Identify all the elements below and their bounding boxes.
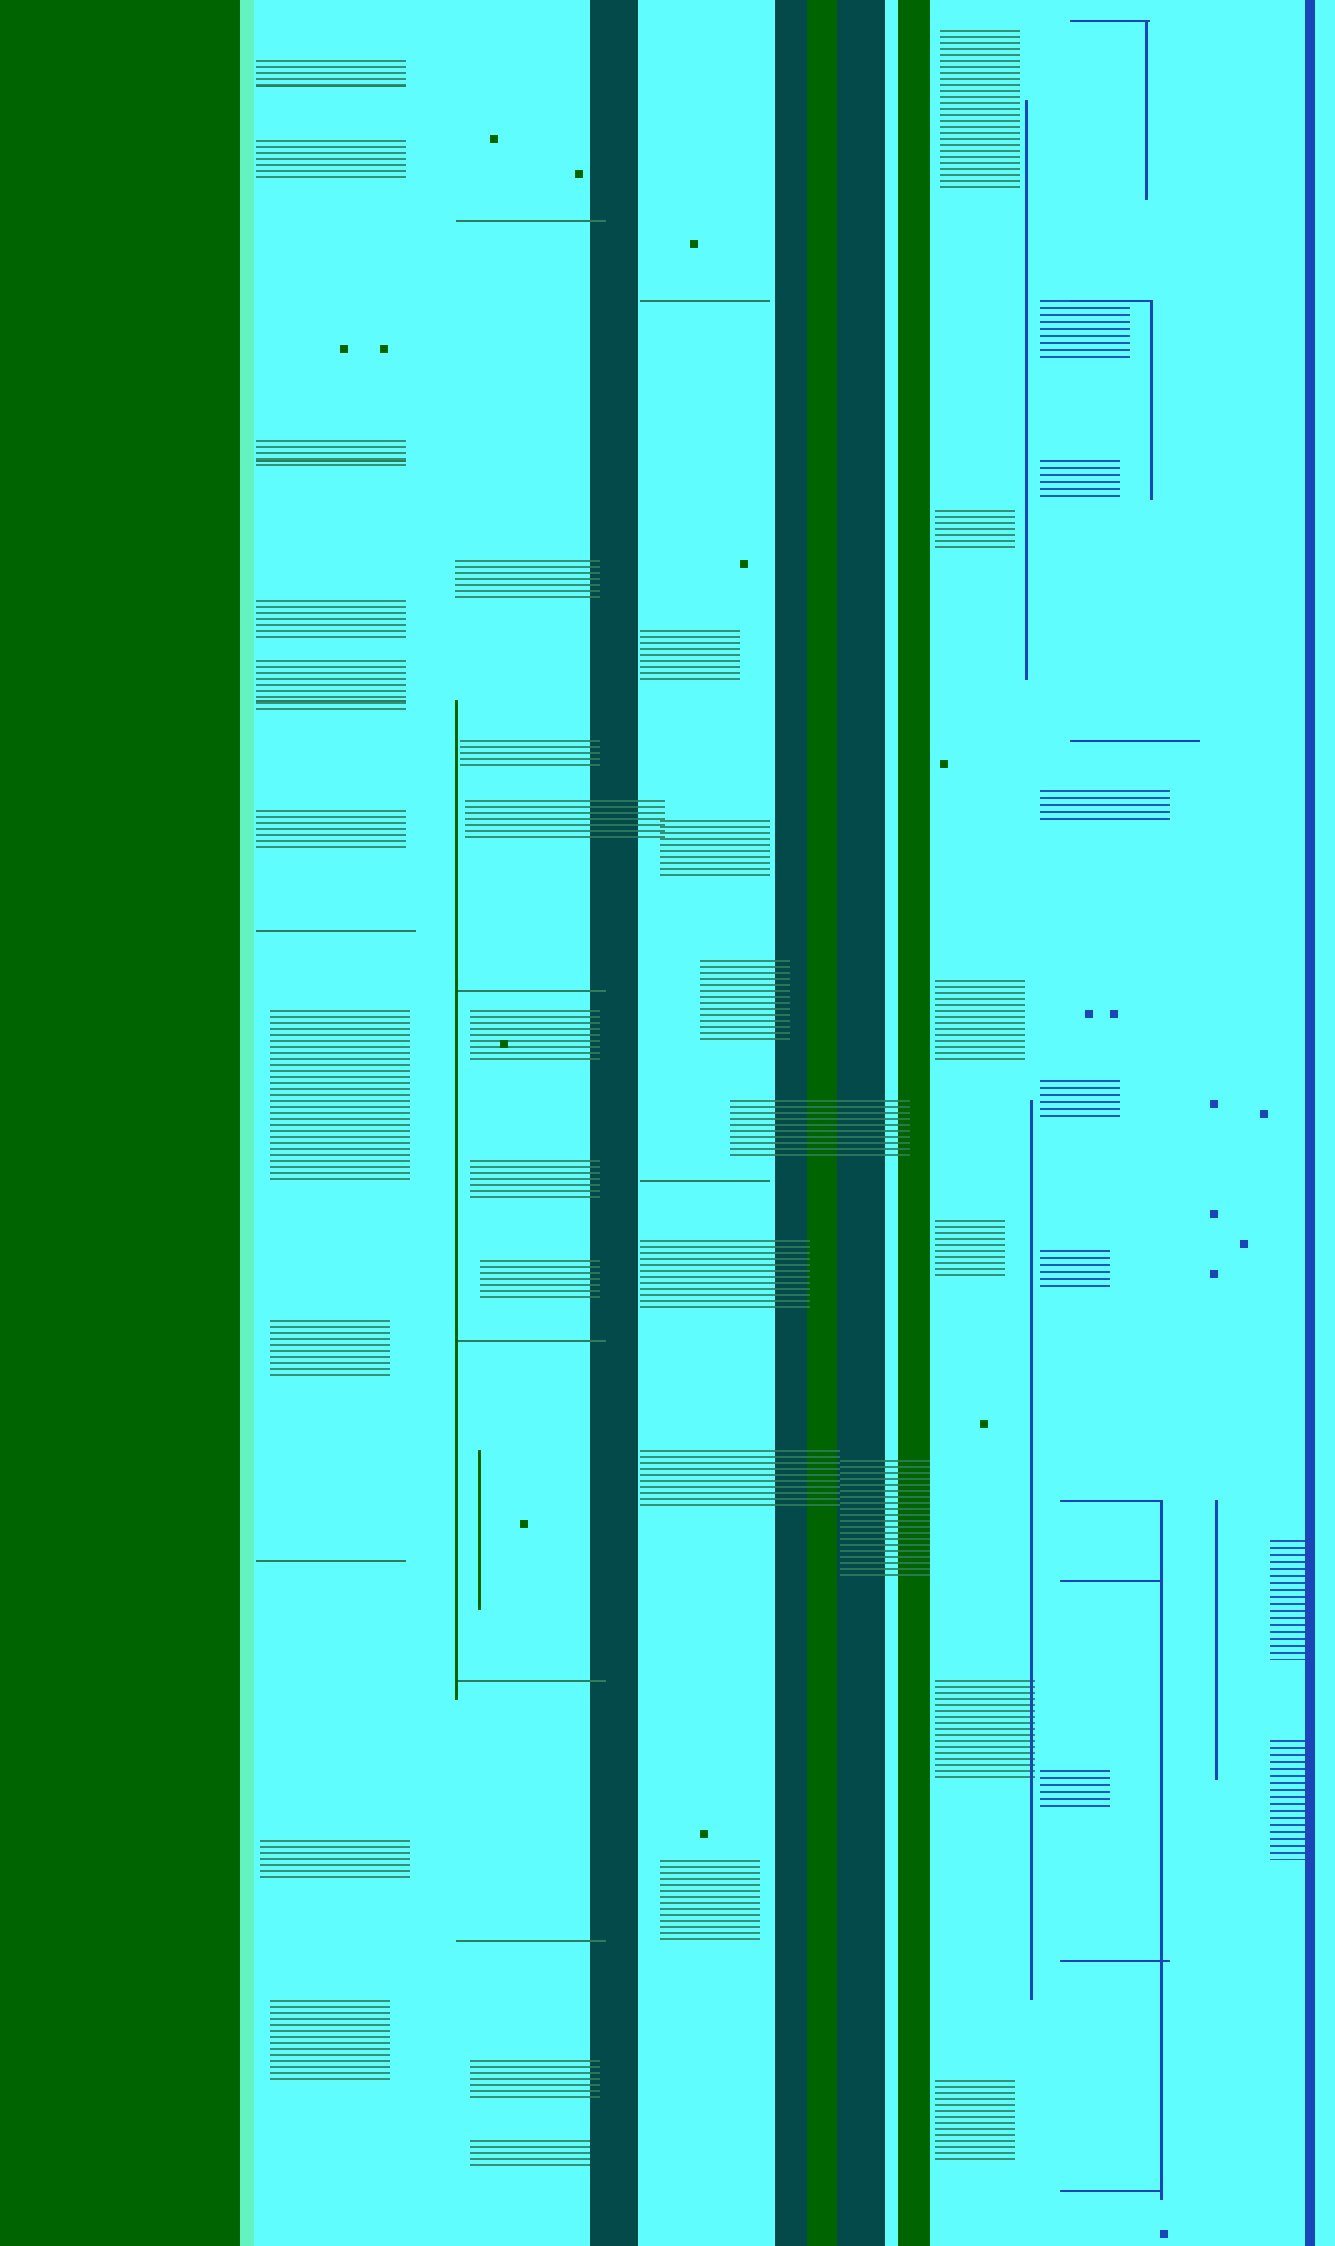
speck (700, 1830, 708, 1838)
blue-speck (1210, 1100, 1218, 1108)
noise-block (256, 440, 406, 470)
noise-block (700, 960, 790, 1040)
rule (456, 1340, 606, 1342)
noise-block (470, 2060, 600, 2100)
noise-block (270, 1010, 410, 1180)
noise-block (256, 600, 406, 640)
blue-vertical-rule (1215, 1500, 1218, 1780)
blue-noise-block (1040, 790, 1170, 820)
speck (380, 345, 388, 353)
blue-rule (1060, 2190, 1160, 2192)
noise-block (270, 1320, 390, 1380)
blue-speck (1210, 1270, 1218, 1278)
blue-speck (1110, 1010, 1118, 1018)
noise-block (730, 1100, 910, 1160)
speck (980, 1420, 988, 1428)
noise-block (940, 30, 1020, 190)
noise-block (480, 1260, 600, 1300)
rule (640, 300, 770, 302)
rule (456, 1940, 606, 1942)
noise-block (935, 510, 1015, 550)
blue-speck (1085, 1010, 1093, 1018)
noise-block (256, 810, 406, 850)
speck (500, 1040, 508, 1048)
noise-block (840, 1460, 930, 1580)
blue-vertical-rule (1025, 100, 1028, 680)
green-vertical-rule (478, 1450, 481, 1610)
noise-block (270, 2000, 390, 2080)
rule (256, 700, 406, 702)
noise-block (465, 800, 665, 840)
rule (456, 220, 606, 222)
blue-vertical-rule (1030, 1100, 1033, 2000)
noise-block (470, 2140, 590, 2170)
blue-noise-block (1040, 1080, 1120, 1120)
blue-noise-block (1270, 1540, 1305, 1660)
blue-speck (1160, 2230, 1168, 2238)
green-vertical-rule (455, 700, 458, 1700)
blue-rule (1060, 1500, 1160, 1502)
speck (490, 135, 498, 143)
blue-noise-block (1270, 1740, 1305, 1860)
blue-rule (1070, 740, 1200, 742)
rule (640, 1180, 770, 1182)
blue-rule (1060, 1580, 1160, 1582)
blue-vertical-rule (1150, 300, 1153, 500)
noise-block (935, 1680, 1035, 1780)
noise-block (935, 980, 1025, 1060)
blue-speck (1210, 1210, 1218, 1218)
noise-block (935, 2080, 1015, 2160)
blue-rule (1070, 300, 1150, 302)
noise-block (660, 1860, 760, 1940)
right-blue-rule (1305, 0, 1315, 2246)
rule (456, 990, 606, 992)
speck (520, 1520, 528, 1528)
noise-block (660, 820, 770, 880)
speck (690, 240, 698, 248)
blue-vertical-rule (1145, 20, 1148, 200)
blue-speck (1260, 1110, 1268, 1118)
left-margin-band (0, 0, 240, 2246)
blue-noise-block (1040, 1770, 1110, 1810)
noise-block (640, 630, 740, 680)
speck (340, 345, 348, 353)
speck (740, 560, 748, 568)
blue-rule (1060, 1960, 1170, 1962)
noise-block (460, 740, 600, 770)
rule (256, 460, 406, 462)
blue-noise-block (1040, 460, 1120, 500)
noise-block (470, 1010, 600, 1060)
speck (575, 170, 583, 178)
rule (256, 85, 406, 87)
noise-block (470, 1160, 600, 1200)
left-edge-band (240, 0, 254, 2246)
rule (256, 930, 416, 932)
blue-rule (1070, 20, 1150, 22)
noise-block (640, 1240, 810, 1310)
noise-block (935, 1220, 1005, 1280)
far-right-edge (1327, 0, 1335, 2246)
blue-vertical-rule (1160, 1500, 1163, 2200)
noise-block (256, 660, 406, 710)
blue-noise-block (1040, 1250, 1110, 1290)
blue-speck (1240, 1240, 1248, 1248)
rule (256, 1560, 406, 1562)
rule (456, 1680, 606, 1682)
noise-block (260, 1840, 410, 1880)
noise-block (256, 140, 406, 180)
noise-block (455, 560, 600, 600)
speck (940, 760, 948, 768)
noise-block (640, 1450, 840, 1510)
teal-lane-a (590, 0, 638, 2246)
blue-noise-block (1040, 300, 1130, 360)
